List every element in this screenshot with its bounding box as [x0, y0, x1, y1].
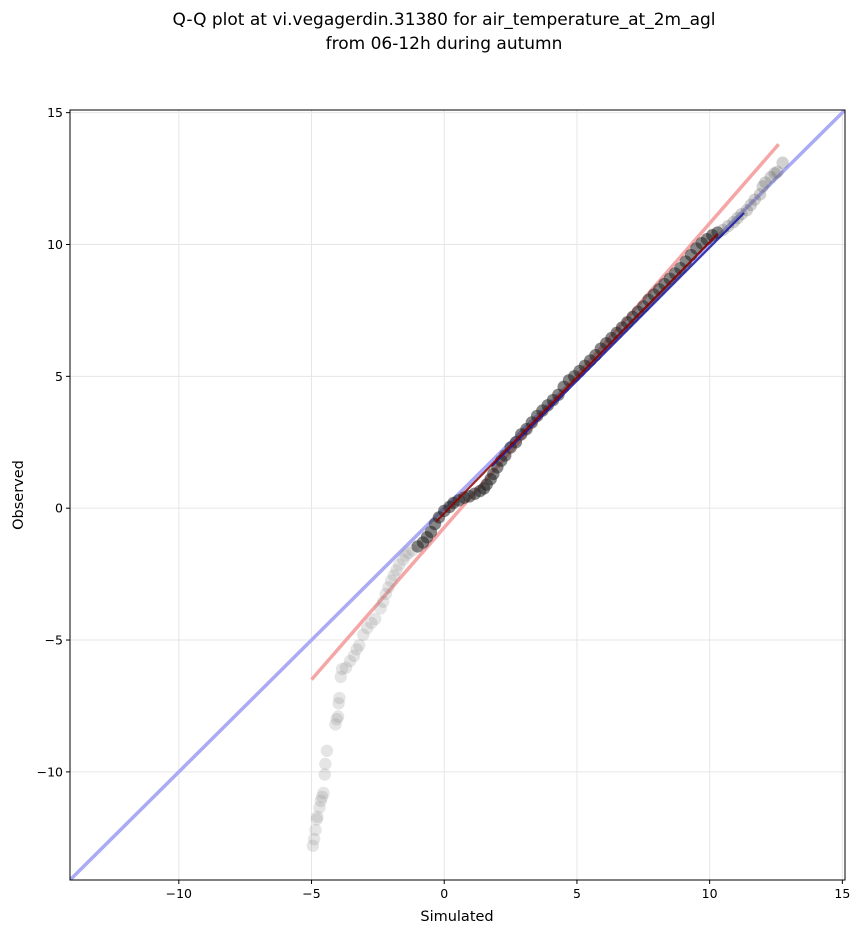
qq-point	[392, 558, 406, 572]
qq-point	[306, 839, 320, 852]
qq-point	[771, 165, 784, 179]
inner-red-line	[435, 233, 719, 523]
qq-point	[357, 628, 370, 641]
qq-point	[350, 643, 363, 656]
qq-point	[330, 712, 343, 726]
qq-point	[748, 193, 761, 206]
qq-point	[716, 223, 730, 237]
qq-point	[399, 549, 412, 562]
qq-point	[318, 768, 331, 781]
qq-point	[333, 691, 346, 705]
qq-point	[347, 649, 361, 663]
qq-point	[384, 574, 398, 587]
x-tick-label: 5	[573, 886, 581, 901]
y-tick-label: 15	[47, 105, 63, 120]
qq-point	[317, 786, 330, 800]
qq-point	[382, 581, 395, 594]
qq-point	[756, 180, 769, 193]
x-axis-label: Simulated	[420, 909, 493, 925]
qq-point	[314, 794, 328, 808]
qq-point	[343, 654, 357, 668]
qq-point	[310, 813, 324, 826]
qq-point	[307, 832, 321, 846]
plot-layer	[70, 110, 845, 880]
qq-point	[374, 602, 387, 615]
y-tick-label: 5	[55, 369, 63, 384]
plot-frame	[69, 109, 846, 881]
qq-point	[764, 171, 777, 184]
qq-point	[402, 546, 415, 560]
qq-point	[311, 810, 324, 823]
qq-point	[331, 710, 345, 723]
qq-point	[332, 697, 345, 710]
qq-point	[376, 595, 390, 608]
x-tick-label: 10	[702, 886, 718, 901]
qq-point	[768, 167, 781, 180]
y-tick-label: −5	[45, 633, 63, 648]
qq-point	[361, 621, 374, 635]
qq-point	[759, 176, 772, 189]
qq-point	[313, 801, 326, 814]
qq-point	[335, 662, 349, 676]
ticks: −10 −5 0 5 10 15 −10 −5 0 5 10 15	[37, 105, 851, 901]
x-tick-label: −5	[302, 886, 320, 901]
qq-point	[334, 670, 347, 684]
x-tick-label: −10	[166, 886, 192, 901]
qq-point	[776, 156, 789, 169]
qq-point	[320, 744, 334, 757]
qq-point	[339, 661, 353, 674]
qq-point	[309, 823, 322, 837]
qq-point	[753, 188, 767, 201]
x-tick-label: 15	[834, 886, 850, 901]
y-tick-label: 0	[55, 501, 63, 516]
qq-point	[329, 718, 342, 731]
qq-point	[744, 198, 757, 212]
qq-point	[387, 569, 401, 582]
y-axis-label: Observed	[11, 460, 27, 530]
qq-point	[353, 639, 366, 652]
y-tick-label: −10	[37, 764, 63, 779]
grid	[70, 110, 845, 880]
inner-blue-line	[491, 212, 745, 467]
qq-point	[722, 219, 735, 233]
chart-title-line1: Q-Q plot at vi.vegagerdin.31380 for air_…	[172, 10, 715, 30]
x-tick-label: 0	[440, 886, 448, 901]
qq-point	[315, 790, 329, 804]
qq-point	[396, 553, 410, 566]
qq-point	[379, 587, 393, 601]
qq-point	[365, 616, 378, 630]
chart-title-line2: from 06-12h during autumn	[326, 34, 563, 54]
y-tick-label: 10	[47, 237, 63, 252]
qq-point	[390, 563, 403, 577]
qq-point	[319, 757, 332, 771]
qq-point	[369, 612, 382, 626]
